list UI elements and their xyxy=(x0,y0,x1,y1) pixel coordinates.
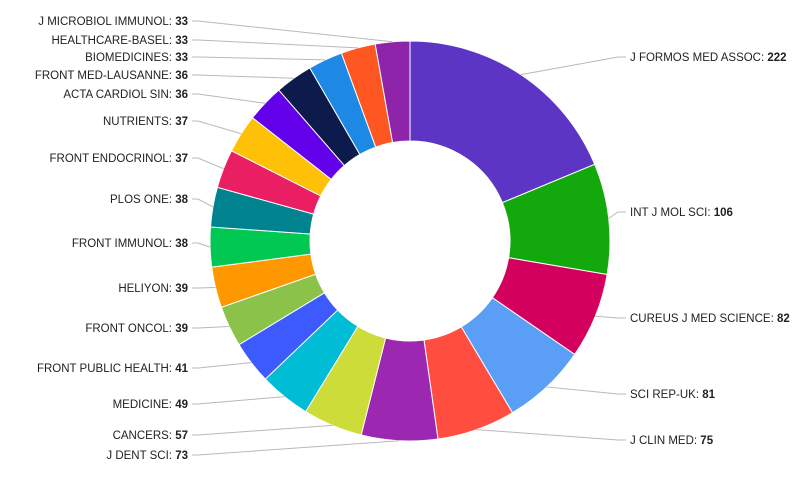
data-label-cureus-j-med-science: CUREUS J MED SCIENCE: 82 xyxy=(630,313,790,325)
data-label-value: 73 xyxy=(175,450,188,462)
leader-line-cureus-j-med-science xyxy=(595,315,626,319)
leader-line-sci-rep-uk xyxy=(546,386,626,395)
slices-group xyxy=(209,40,611,442)
data-label-name: ACTA CARDIOL SIN: xyxy=(63,89,175,101)
leader-line-acta-cardiol-sin xyxy=(192,93,266,104)
data-label-front-immunol: FRONT IMMUNOL: 38 xyxy=(72,238,189,250)
leader-line-biomedicines xyxy=(192,56,326,61)
data-label-acta-cardiol-sin: ACTA CARDIOL SIN: 36 xyxy=(63,89,188,101)
data-label-j-clin-med: J CLIN MED: 75 xyxy=(630,435,714,447)
data-label-value: 41 xyxy=(175,363,188,375)
slice-j-formos-med-assoc[interactable] xyxy=(409,40,596,204)
data-label-value: 37 xyxy=(175,116,188,128)
data-label-cancers: CANCERS: 57 xyxy=(113,430,188,442)
leader-line-int-j-mol-sci xyxy=(608,211,626,219)
data-label-front-oncol: FRONT ONCOL: 39 xyxy=(85,323,188,335)
leader-lines-group xyxy=(192,20,626,456)
slice-j-microbiol-immunol[interactable] xyxy=(374,40,411,144)
data-label-front-med-lausanne: FRONT MED-LAUSANNE: 36 xyxy=(35,70,188,82)
data-label-value: 106 xyxy=(714,207,733,219)
data-label-name: J CLIN MED: xyxy=(630,435,700,447)
data-label-value: 37 xyxy=(175,153,188,165)
data-label-value: 49 xyxy=(175,399,188,411)
leader-line-nutrients xyxy=(192,120,242,135)
data-label-heliyon: HELIYON: 39 xyxy=(118,283,188,295)
data-label-front-public-health: FRONT PUBLIC HEALTH: 41 xyxy=(37,363,189,375)
data-label-name: HELIYON: xyxy=(118,283,175,295)
leader-line-front-endocrinol xyxy=(192,157,224,170)
data-label-name: PLOS ONE: xyxy=(110,194,175,206)
data-label-value: 222 xyxy=(767,52,786,64)
data-label-value: 36 xyxy=(175,89,188,101)
leader-line-medicine xyxy=(192,396,285,405)
data-label-name: CANCERS: xyxy=(113,430,176,442)
data-label-value: 57 xyxy=(175,430,188,442)
data-label-front-endocrinol: FRONT ENDOCRINOL: 37 xyxy=(50,153,188,165)
data-label-plos-one: PLOS ONE: 38 xyxy=(110,194,189,206)
data-label-value: 33 xyxy=(175,16,188,28)
data-label-name: J FORMOS MED ASSOC: xyxy=(630,52,767,64)
data-label-medicine: MEDICINE: 49 xyxy=(113,399,188,411)
data-label-j-dent-sci: J DENT SCI: 73 xyxy=(106,450,188,462)
data-label-name: HEALTHCARE-BASEL: xyxy=(51,35,175,47)
data-label-int-j-mol-sci: INT J MOL SCI: 106 xyxy=(630,207,733,219)
data-label-value: 82 xyxy=(777,313,790,325)
data-label-biomedicines: BIOMEDICINES: 33 xyxy=(85,52,188,64)
data-label-value: 75 xyxy=(700,435,713,447)
leader-line-front-oncol xyxy=(192,325,230,329)
data-label-value: 33 xyxy=(175,52,188,64)
data-label-value: 39 xyxy=(175,323,188,335)
leader-line-front-immunol xyxy=(192,242,211,248)
leader-line-plos-one xyxy=(192,198,214,208)
data-label-value: 81 xyxy=(702,389,715,401)
data-label-name: CUREUS J MED SCIENCE: xyxy=(630,313,777,325)
leader-line-front-public-health xyxy=(192,362,252,369)
data-label-j-microbiol-immunol: J MICROBIOL IMMUNOL: 33 xyxy=(38,16,188,28)
data-label-name: INT J MOL SCI: xyxy=(630,207,714,219)
data-label-name: BIOMEDICINES: xyxy=(85,52,175,64)
data-label-value: 38 xyxy=(175,194,188,206)
data-label-value: 39 xyxy=(175,283,188,295)
data-label-value: 38 xyxy=(175,238,188,250)
data-label-name: J MICROBIOL IMMUNOL: xyxy=(38,16,175,28)
data-label-sci-rep-uk: SCI REP-UK: 81 xyxy=(630,389,716,401)
data-label-value: 36 xyxy=(175,70,188,82)
leader-line-heliyon xyxy=(192,286,216,289)
leader-line-healthcare-basel xyxy=(192,39,359,49)
data-label-name: FRONT ENDOCRINOL: xyxy=(50,153,176,165)
leader-line-front-med-lausanne xyxy=(192,74,294,79)
data-label-name: FRONT IMMUNOL: xyxy=(72,238,175,250)
data-label-name: FRONT ONCOL: xyxy=(85,323,175,335)
data-label-name: MEDICINE: xyxy=(113,399,176,411)
data-label-value: 33 xyxy=(175,35,188,47)
leader-line-j-clin-med xyxy=(476,429,626,441)
data-label-healthcare-basel: HEALTHCARE-BASEL: 33 xyxy=(51,35,188,47)
leader-line-cancers xyxy=(192,424,333,436)
leader-line-j-formos-med-assoc xyxy=(520,56,626,76)
leader-line-j-dent-sci xyxy=(192,440,400,456)
data-label-j-formos-med-assoc: J FORMOS MED ASSOC: 222 xyxy=(630,52,787,64)
data-label-name: FRONT PUBLIC HEALTH: xyxy=(37,363,175,375)
data-label-name: NUTRIENTS: xyxy=(103,116,175,128)
data-label-name: SCI REP-UK: xyxy=(630,389,702,401)
data-label-nutrients: NUTRIENTS: 37 xyxy=(103,116,188,128)
data-label-name: FRONT MED-LAUSANNE: xyxy=(35,70,175,82)
data-label-name: J DENT SCI: xyxy=(106,450,175,462)
leader-line-j-microbiol-immunol xyxy=(192,20,393,43)
labels-group: J FORMOS MED ASSOC: 222 INT J MOL SCI: 10… xyxy=(35,16,790,462)
